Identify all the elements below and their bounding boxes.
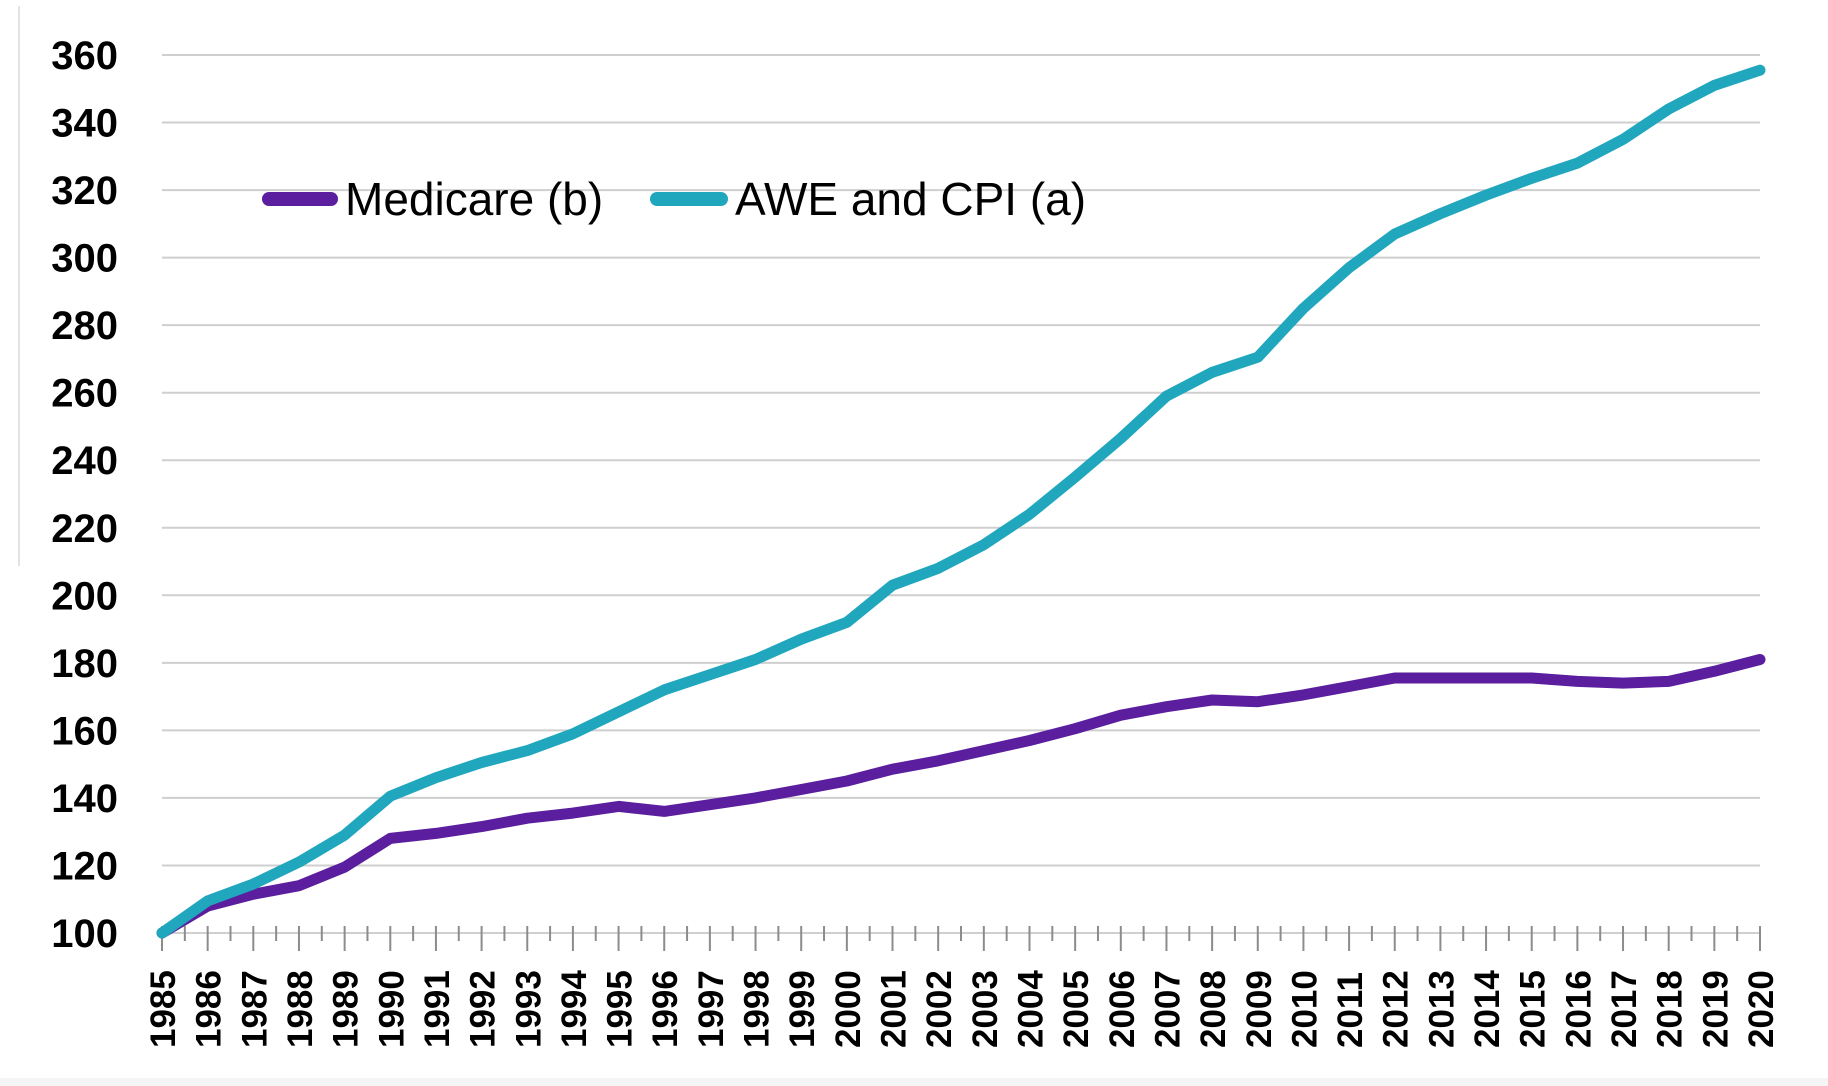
- gridlines-group: [162, 54, 1760, 934]
- x-axis-label: 2020: [1742, 970, 1781, 1048]
- legend-label: Medicare (b): [345, 173, 603, 225]
- y-axis-label: 180: [51, 642, 118, 686]
- x-axis-label: 1993: [509, 970, 548, 1048]
- page-edge-strip: [0, 1078, 1828, 1086]
- x-axis-label: 1990: [372, 970, 411, 1048]
- x-axis-label: 1985: [144, 970, 183, 1048]
- legend-item: Medicare (b): [262, 173, 603, 225]
- y-axis-label: 300: [51, 237, 118, 281]
- x-axis-label: 1991: [418, 970, 457, 1048]
- page-edge-line: [18, 6, 20, 566]
- legend-label: AWE and CPI (a): [735, 173, 1086, 225]
- x-axis-label: 1995: [601, 970, 640, 1048]
- x-axis-label: 2018: [1651, 970, 1690, 1048]
- x-axis-label: 2019: [1696, 970, 1735, 1048]
- x-axis-label: 1996: [646, 970, 685, 1048]
- x-axis-label: 1989: [327, 970, 366, 1048]
- x-axis-label: 2015: [1514, 970, 1553, 1048]
- x-axis-label: 1994: [555, 970, 594, 1048]
- y-axis-label: 360: [51, 34, 118, 78]
- y-axis-label: 280: [51, 304, 118, 348]
- y-axis-label: 320: [51, 169, 118, 213]
- x-axis-label: 2001: [875, 970, 914, 1048]
- x-axis-label: 1988: [281, 970, 320, 1048]
- y-axis-labels-group: 100 120 140 160 180 200 220 240 260 280 300 320 340 3…: [51, 34, 118, 956]
- x-axis-labels-group: 1985 1986 1987 1988 1989 1990 1991 1992 1993 1994…: [144, 970, 1781, 1048]
- x-axis-label: 2014: [1468, 970, 1507, 1048]
- legend: Medicare (b) AWE and CPI (a): [262, 173, 1086, 225]
- x-axis-label: 2012: [1377, 970, 1416, 1048]
- y-axis-label: 140: [51, 777, 118, 821]
- x-axis-label: 2013: [1422, 970, 1461, 1048]
- x-ticks-group: [161, 926, 1761, 951]
- x-axis-label: 2004: [1011, 970, 1050, 1048]
- x-axis-label: 2003: [966, 970, 1005, 1048]
- legend-swatch: [262, 192, 338, 206]
- y-axis-label: 200: [51, 574, 118, 618]
- x-axis-label: 2011: [1331, 972, 1370, 1048]
- y-axis-label: 120: [51, 844, 118, 888]
- x-axis-label: 2016: [1559, 970, 1598, 1048]
- x-axis-label: 1997: [692, 970, 731, 1048]
- x-axis-label: 2010: [1285, 970, 1324, 1048]
- series-line-awe-and-cpi-a: [156, 64, 1766, 939]
- x-axis-label: 1992: [464, 970, 503, 1048]
- y-axis-label: 260: [51, 372, 118, 416]
- legend-item: AWE and CPI (a): [650, 173, 1086, 225]
- x-axis-label: 2008: [1194, 970, 1233, 1048]
- x-axis-label: 2002: [920, 970, 959, 1048]
- x-axis-label: 1999: [783, 970, 822, 1048]
- y-axis-label: 240: [51, 439, 118, 483]
- y-axis-label: 220: [51, 507, 118, 551]
- y-axis-label: 100: [51, 912, 118, 956]
- y-axis-label: 340: [51, 102, 118, 146]
- y-axis-label: 160: [51, 709, 118, 753]
- x-axis-label: 2009: [1240, 970, 1279, 1048]
- x-axis-label: 2007: [1148, 970, 1187, 1048]
- x-axis-label: 2006: [1103, 970, 1142, 1048]
- x-axis-label: 1998: [738, 970, 777, 1048]
- x-axis-label: 2017: [1605, 970, 1644, 1048]
- x-axis-label: 2000: [829, 970, 868, 1048]
- x-axis-label: 2005: [1057, 970, 1096, 1048]
- x-axis-label: 1986: [190, 970, 229, 1048]
- x-axis-label: 1987: [235, 970, 274, 1048]
- series-line-medicare-b: [156, 654, 1766, 939]
- legend-swatch: [650, 192, 728, 206]
